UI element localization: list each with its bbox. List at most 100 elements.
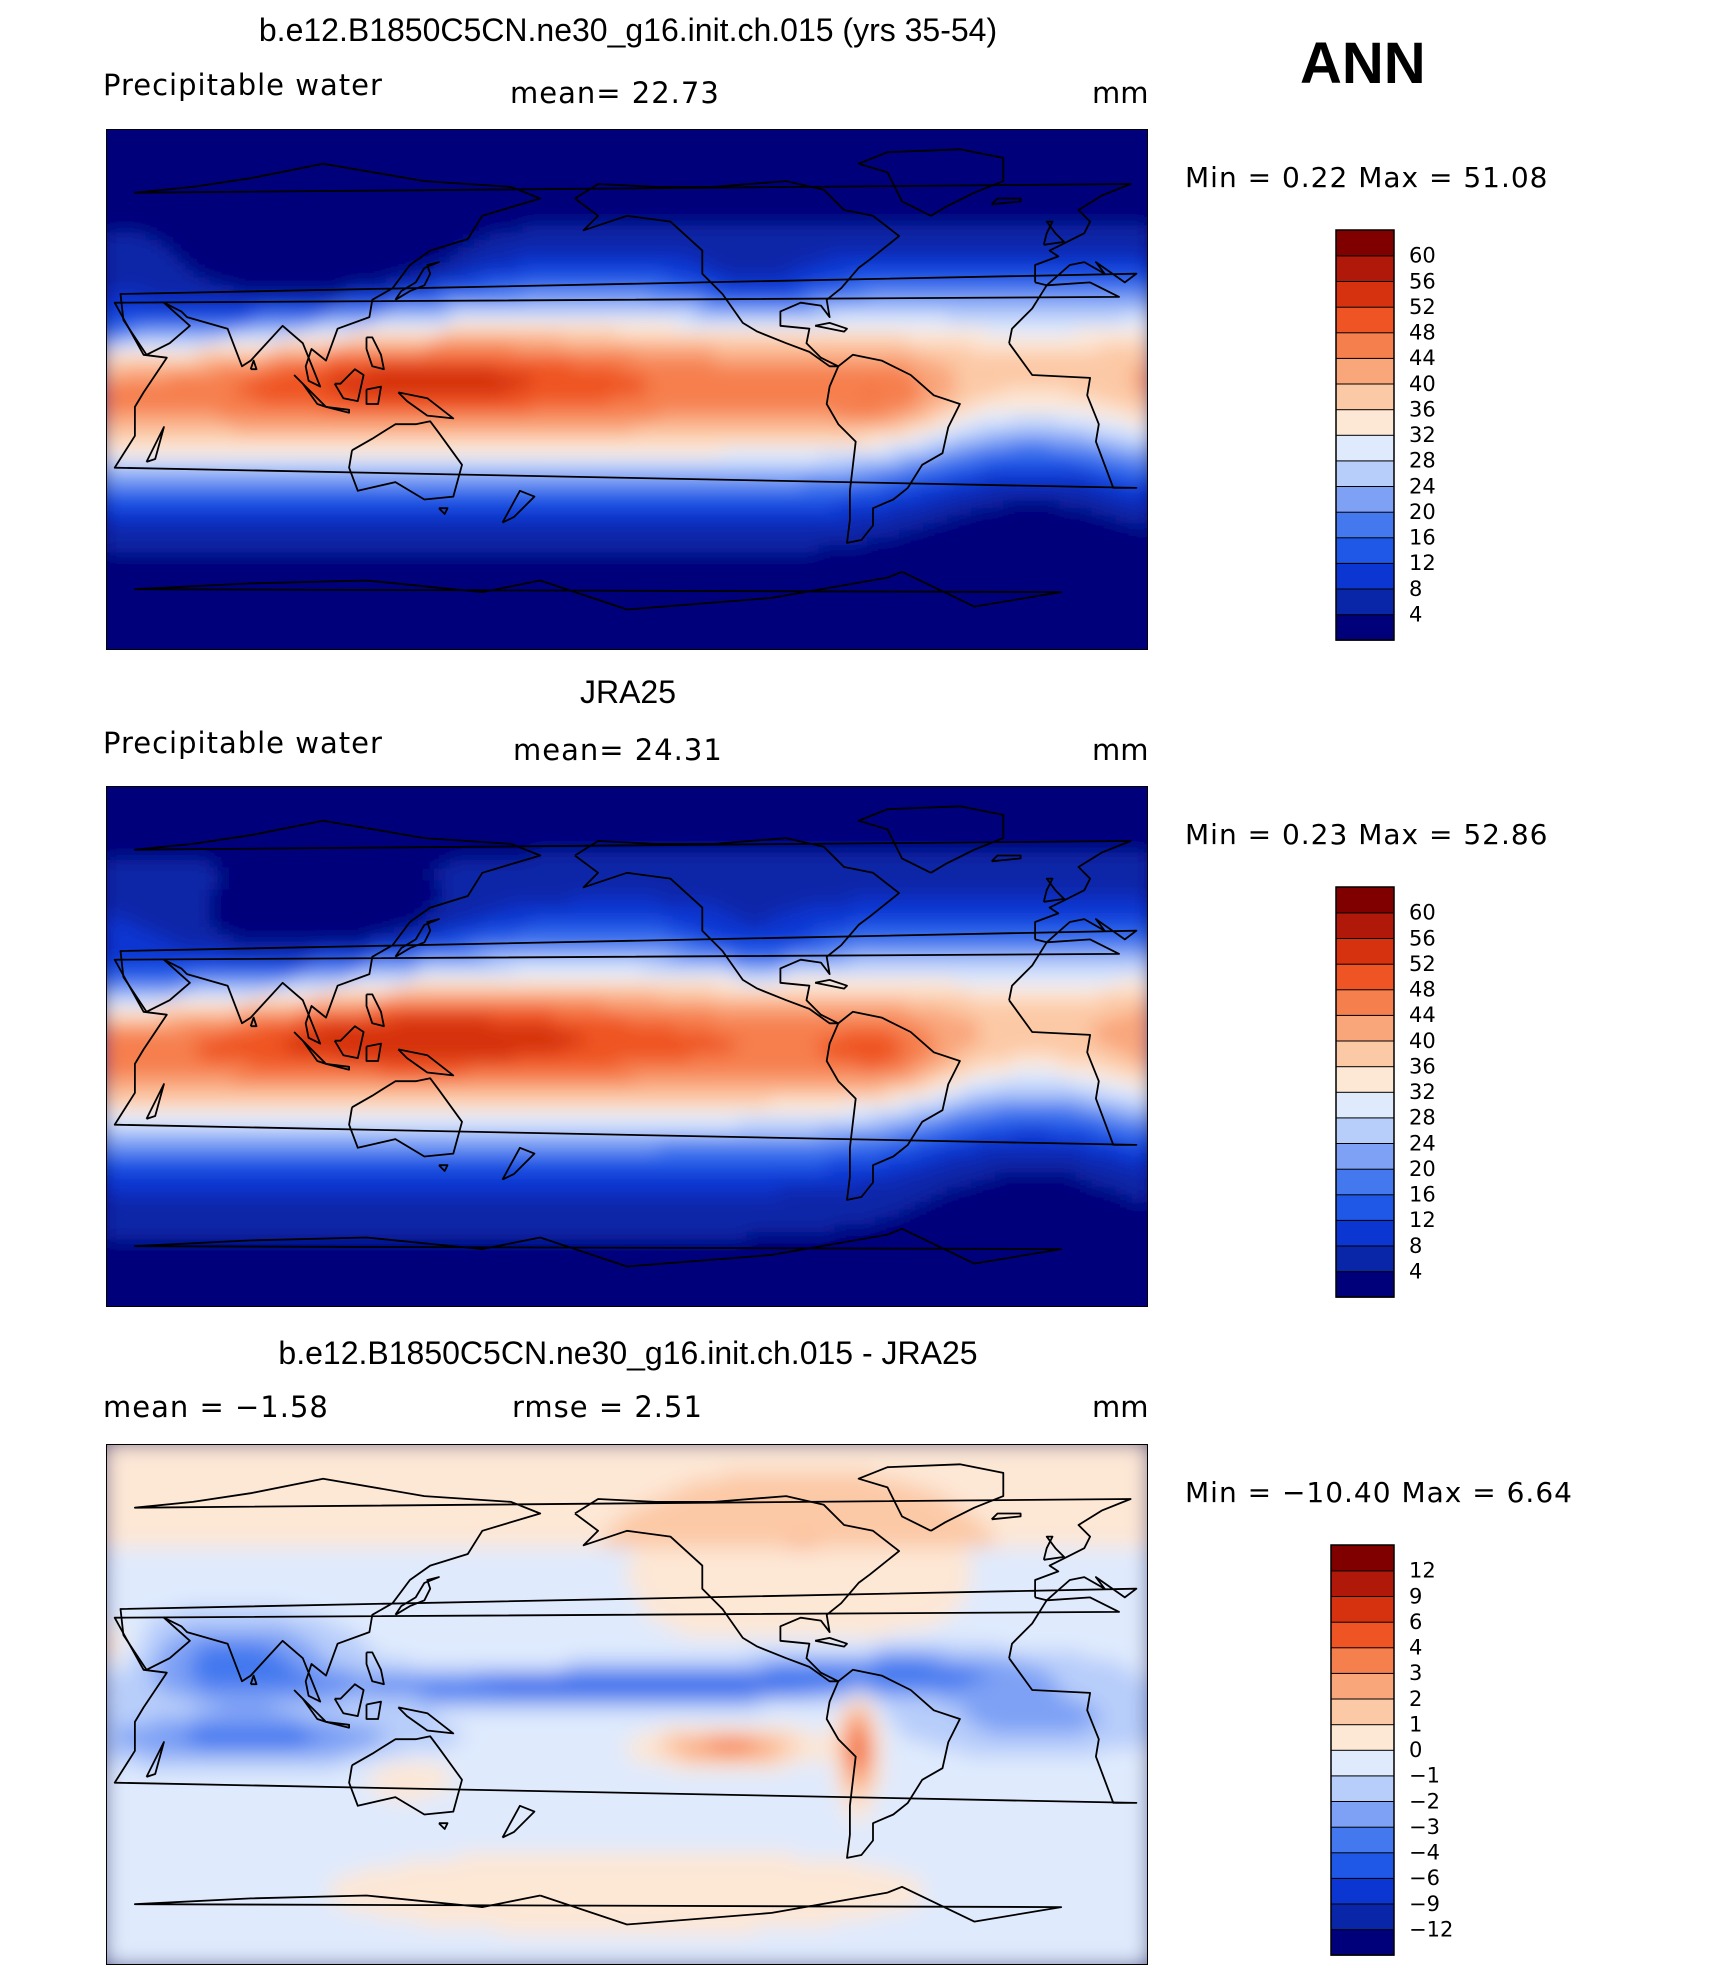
panel-2-colorbar-box (1335, 1014, 1395, 1042)
panel-2-colorbar-box (1335, 1117, 1395, 1144)
panel-3-colorbar-tick-label: 6 (1409, 1610, 1422, 1634)
panel-2-colorbar-tick-label: 24 (1409, 1131, 1436, 1155)
panel-2-colorbar-box (1335, 1065, 1395, 1093)
panel-2-colorbar-tick-label: 36 (1409, 1054, 1436, 1078)
panel-2-units-label: mm (1092, 733, 1149, 767)
panel-2-colorbar-box (1335, 886, 1395, 914)
panel-1-colorbar-box (1335, 460, 1395, 488)
panel-3-colorbar-tick-label: −1 (1409, 1764, 1440, 1788)
panel-1-colorbar-tick-label: 56 (1409, 269, 1436, 293)
panel-1-colorbar-tick-label: 40 (1409, 372, 1436, 396)
panel-2-colorbar-tick-label: 52 (1409, 952, 1436, 976)
panel-1-colorbar-box (1335, 383, 1395, 411)
panel-2-colorbar-tick-label: 28 (1409, 1106, 1436, 1130)
panel-3-colorbar-tick-label: 4 (1409, 1636, 1422, 1660)
panel-3-mean-label: mean = −1.58 (103, 1390, 329, 1424)
panel-1-colorbar-tick-label: 48 (1409, 321, 1436, 345)
panel-1-colorbar-tick-label: 24 (1409, 474, 1436, 498)
panel-2-colorbar-box (1335, 1194, 1395, 1221)
panel-3-colorbar-box (1330, 1621, 1395, 1649)
panel-3-colorbar-tick-label: −4 (1409, 1841, 1440, 1865)
panel-2-colorbar-tick-label: 40 (1409, 1029, 1436, 1053)
panel-1-colorbar-tick-label: 52 (1409, 295, 1436, 319)
panel-1-colorbar-tick-label: 28 (1409, 449, 1436, 473)
panel-1-title: b.e12.B1850C5CN.ne30_g16.init.ch.015 (yr… (259, 12, 997, 49)
panel-3-colorbar-box (1330, 1826, 1395, 1854)
panel-3-colorbar-box (1330, 1723, 1395, 1751)
panel-2-colorbar-box (1335, 1091, 1395, 1119)
panel-3-colorbar-box (1330, 1544, 1395, 1572)
panel-2-min-max: Min = 0.23 Max = 52.86 (1185, 818, 1549, 851)
panel-1-colorbar-box (1335, 511, 1395, 539)
panel-3-units-label: mm (1092, 1390, 1149, 1424)
panel-2-variable-label: Precipitable water (103, 726, 383, 760)
panel-3-colorbar-box (1330, 1647, 1395, 1674)
panel-1-colorbar-box (1335, 485, 1395, 513)
panel-1-map (106, 129, 1148, 650)
panel-2-colorbar-box (1335, 912, 1395, 939)
panel-3-colorbar-box (1330, 1672, 1395, 1700)
panel-1-colorbar-tick-label: 44 (1409, 346, 1436, 370)
panel-1-colorbar-box (1335, 434, 1395, 462)
panel-3-colorbar-box (1330, 1800, 1395, 1828)
panel-1-colorbar-tick-label: 20 (1409, 500, 1436, 524)
panel-1-colorbar-box (1335, 588, 1395, 616)
panel-1-colorbar-tick-label: 8 (1409, 577, 1422, 601)
panel-2-colorbar-box (1335, 963, 1395, 991)
season-label: ANN (1300, 30, 1426, 97)
panel-2-colorbar-box (1335, 989, 1395, 1016)
panel-1-colorbar-box (1335, 408, 1395, 436)
panel-2-colorbar-box (1335, 937, 1395, 965)
panel-3-colorbar-tick-label: 9 (1409, 1584, 1422, 1608)
panel-3-colorbar-box (1330, 1903, 1395, 1931)
panel-2-colorbar-tick-label: 8 (1409, 1234, 1422, 1258)
panel-1-colorbar-tick-label: 4 (1409, 602, 1422, 626)
panel-2-colorbar-tick-label: 56 (1409, 926, 1436, 950)
panel-3-colorbar-box (1330, 1749, 1395, 1777)
panel-1-min-max: Min = 0.22 Max = 51.08 (1185, 161, 1549, 194)
panel-1-colorbar-box (1335, 255, 1395, 283)
panel-2-colorbar-tick-label: 60 (1409, 901, 1436, 925)
panel-2-colorbar-box (1335, 1168, 1395, 1196)
panel-1-units-label: mm (1092, 76, 1149, 110)
panel-3-rmse-label: rmse = 2.51 (512, 1390, 703, 1424)
panel-3-colorbar-tick-label: −9 (1409, 1892, 1440, 1916)
panel-3-colorbar-tick-label: 1 (1409, 1712, 1422, 1736)
panel-3-title: b.e12.B1850C5CN.ne30_g16.init.ch.015 - J… (278, 1335, 977, 1372)
panel-3-colorbar-box (1330, 1595, 1395, 1623)
panel-2-colorbar-tick-label: 20 (1409, 1157, 1436, 1181)
panel-2-colorbar-tick-label: 48 (1409, 978, 1436, 1002)
panel-3-colorbar-box (1330, 1928, 1395, 1956)
panel-1-colorbar-box (1335, 280, 1395, 308)
panel-1-colorbar-tick-label: 12 (1409, 551, 1436, 575)
panel-1-colorbar-box (1335, 613, 1395, 641)
panel-3-colorbar-tick-label: 12 (1409, 1559, 1436, 1583)
panel-3-colorbar-box (1330, 1877, 1395, 1905)
panel-2-mean-label: mean= 24.31 (513, 733, 723, 767)
panel-3-colorbar-tick-label: −12 (1409, 1917, 1453, 1941)
panel-3-colorbar-box (1330, 1852, 1395, 1879)
panel-1-colorbar-box (1335, 332, 1395, 359)
panel-2-colorbar-box (1335, 1270, 1395, 1298)
panel-2-colorbar-box (1335, 1219, 1395, 1247)
panel-2-colorbar-box (1335, 1245, 1395, 1273)
panel-3-colorbar-tick-label: −2 (1409, 1789, 1440, 1813)
panel-3-colorbar-tick-label: 0 (1409, 1738, 1422, 1762)
panel-1-colorbar-box (1335, 562, 1395, 590)
panel-1-colorbar-box (1335, 537, 1395, 564)
panel-2-colorbar-tick-label: 16 (1409, 1183, 1436, 1207)
panel-2-colorbar-box (1335, 1040, 1395, 1068)
panel-1-colorbar-tick-label: 60 (1409, 244, 1436, 268)
panel-3-colorbar-box (1330, 1570, 1395, 1597)
panel-3-map (106, 1444, 1148, 1965)
panel-3-colorbar-tick-label: 2 (1409, 1687, 1422, 1711)
panel-1-colorbar-box (1335, 229, 1395, 257)
panel-3-colorbar-tick-label: −3 (1409, 1815, 1440, 1839)
panel-3-colorbar-box (1330, 1775, 1395, 1802)
panel-1-colorbar-tick-label: 36 (1409, 397, 1436, 421)
panel-3-min-max: Min = −10.40 Max = 6.64 (1185, 1476, 1573, 1509)
